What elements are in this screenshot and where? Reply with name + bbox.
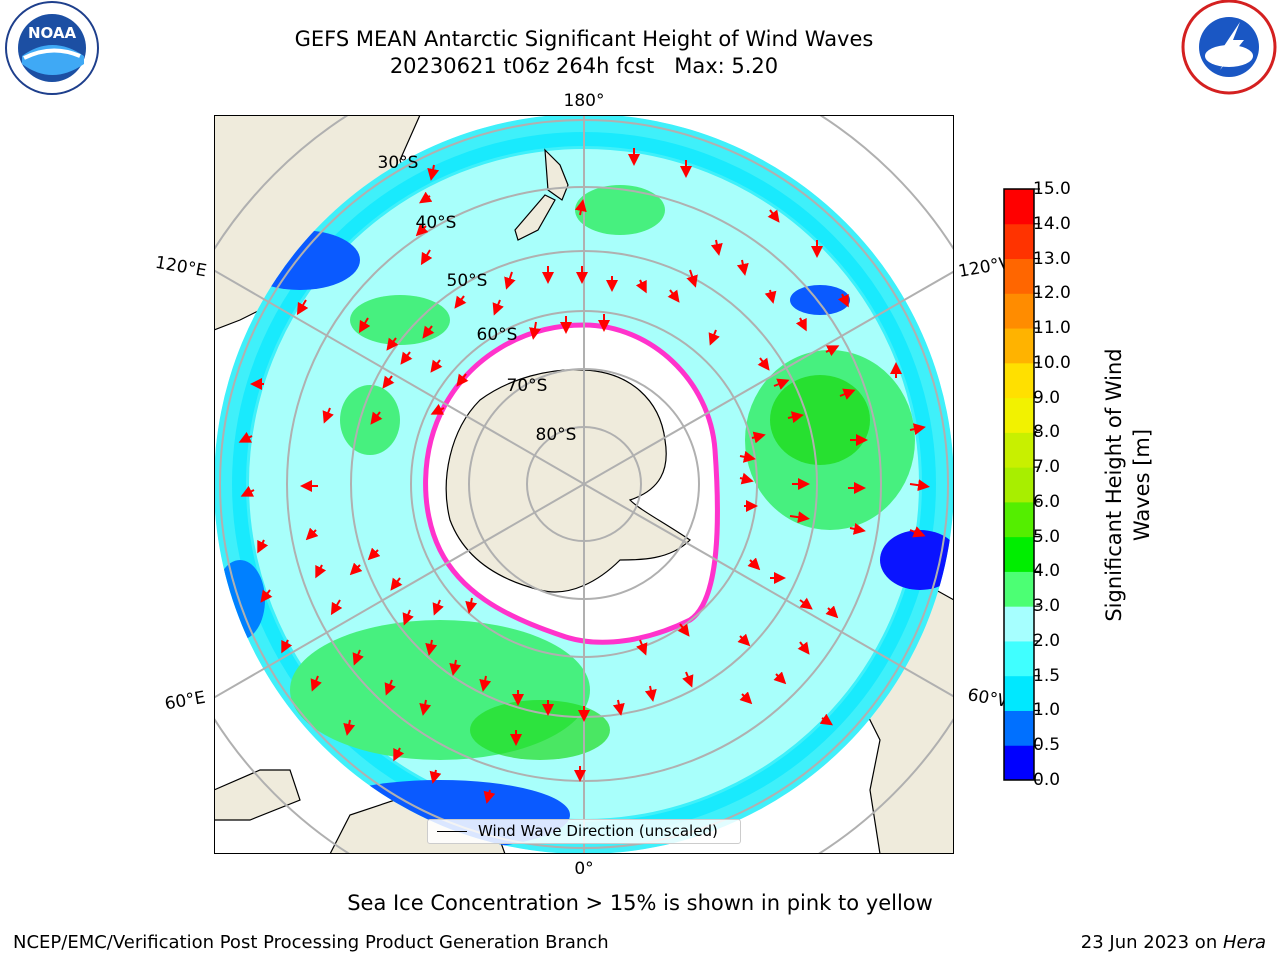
colorbar-tick-label: 8.0: [1033, 422, 1061, 443]
colorbar-band: [1004, 467, 1034, 503]
colorbar-band: [1004, 397, 1034, 433]
colorbar-title: Significant Height of Wind Waves [m]: [1102, 348, 1154, 622]
noaa-logo: NOAA: [5, 1, 99, 95]
colorbar-tick-label: 10.0: [1033, 352, 1071, 373]
colorbar-band: [1004, 189, 1034, 225]
chart-subtitle: 20230621 t06z 264h fcst Max: 5.20: [389, 54, 779, 78]
colorbar-band: [1004, 501, 1034, 538]
legend-label: Wind Wave Direction (unscaled): [478, 822, 718, 840]
wind-wave-arrows: [238, 148, 930, 804]
colorbar-tick-label: 3.0: [1033, 596, 1061, 617]
colorbar-tick-label: 6.0: [1033, 491, 1061, 512]
footer-machine: Hera: [1222, 932, 1266, 953]
new-zealand-south: [514, 194, 556, 241]
chart-title: GEFS MEAN Antarctic Significant Height o…: [294, 27, 874, 51]
antarctica-landmass: [445, 369, 691, 593]
lon-label-60e: 60°E: [163, 688, 207, 715]
colorbar-tick-label: 4.0: [1033, 561, 1061, 582]
colorbar-band: [1004, 571, 1034, 607]
sea-ice-note: Sea Ice Concentration > 15% is shown in …: [347, 891, 933, 915]
colorbar-frame: [1003, 188, 1035, 781]
footer-date-text: 23 Jun 2023 on: [1080, 932, 1223, 953]
lon-label-120e: 120°E: [154, 253, 208, 282]
colorbar-band: [1004, 328, 1034, 364]
colorbar-band: [1004, 293, 1034, 329]
colorbar-band: [1004, 432, 1034, 468]
colorbar-band: [1004, 710, 1034, 746]
madagascar-landmass: [214, 769, 301, 821]
map-layers: [214, 115, 954, 854]
colorbar-tick-label: 14.0: [1033, 213, 1071, 234]
lat-label-80s: 80°S: [536, 425, 577, 445]
colorbar-tick-label: 2.0: [1033, 630, 1061, 651]
colorbar-band: [1004, 745, 1034, 781]
noaa-logo-text: NOAA: [28, 24, 77, 42]
lat-label-40s: 40°S: [416, 213, 457, 233]
colorbar-band: [1004, 675, 1034, 711]
map-legend: Wind Wave Direction (unscaled): [427, 819, 741, 844]
lat-label-70s: 70°S: [507, 376, 548, 396]
colorbar: [1003, 188, 1040, 781]
lat-label-30s: 30°S: [378, 153, 419, 173]
lon-label-0: 0°: [574, 859, 593, 879]
colorbar-tick-label: 1.5: [1033, 665, 1061, 686]
colorbar-band: [1004, 606, 1034, 642]
nws-logo: [1181, 0, 1277, 95]
colorbar-tick-label: 1.0: [1033, 700, 1061, 721]
colorbar-tick-label: 5.0: [1033, 526, 1061, 547]
lon-label-180: 180°: [564, 91, 605, 111]
colorbar-tick-label: 13.0: [1033, 248, 1071, 269]
colorbar-tick-label: 11.0: [1033, 318, 1071, 339]
colorbar-tick-label: 15.0: [1033, 179, 1071, 199]
colorbar-tick-label: 0.0: [1033, 770, 1061, 790]
lat-label-60s: 60°S: [477, 325, 518, 345]
colorbar-tick-label: 0.5: [1033, 735, 1061, 756]
colorbar-band: [1004, 223, 1034, 260]
colorbar-band: [1004, 258, 1034, 294]
colorbar-band: [1004, 640, 1034, 677]
colorbar-tick-label: 9.0: [1033, 387, 1061, 408]
colorbar-band: [1004, 536, 1034, 572]
legend-line-sample: [437, 831, 467, 832]
footer-credit: NCEP/EMC/Verification Post Processing Pr…: [13, 932, 609, 953]
colorbar-band: [1004, 362, 1034, 399]
footer-date: 23 Jun 2023 on Hera: [1081, 932, 1266, 953]
colorbar-tick-label: 12.0: [1033, 283, 1071, 304]
colorbar-tick-label: 7.0: [1033, 457, 1061, 478]
lat-label-50s: 50°S: [447, 271, 488, 291]
